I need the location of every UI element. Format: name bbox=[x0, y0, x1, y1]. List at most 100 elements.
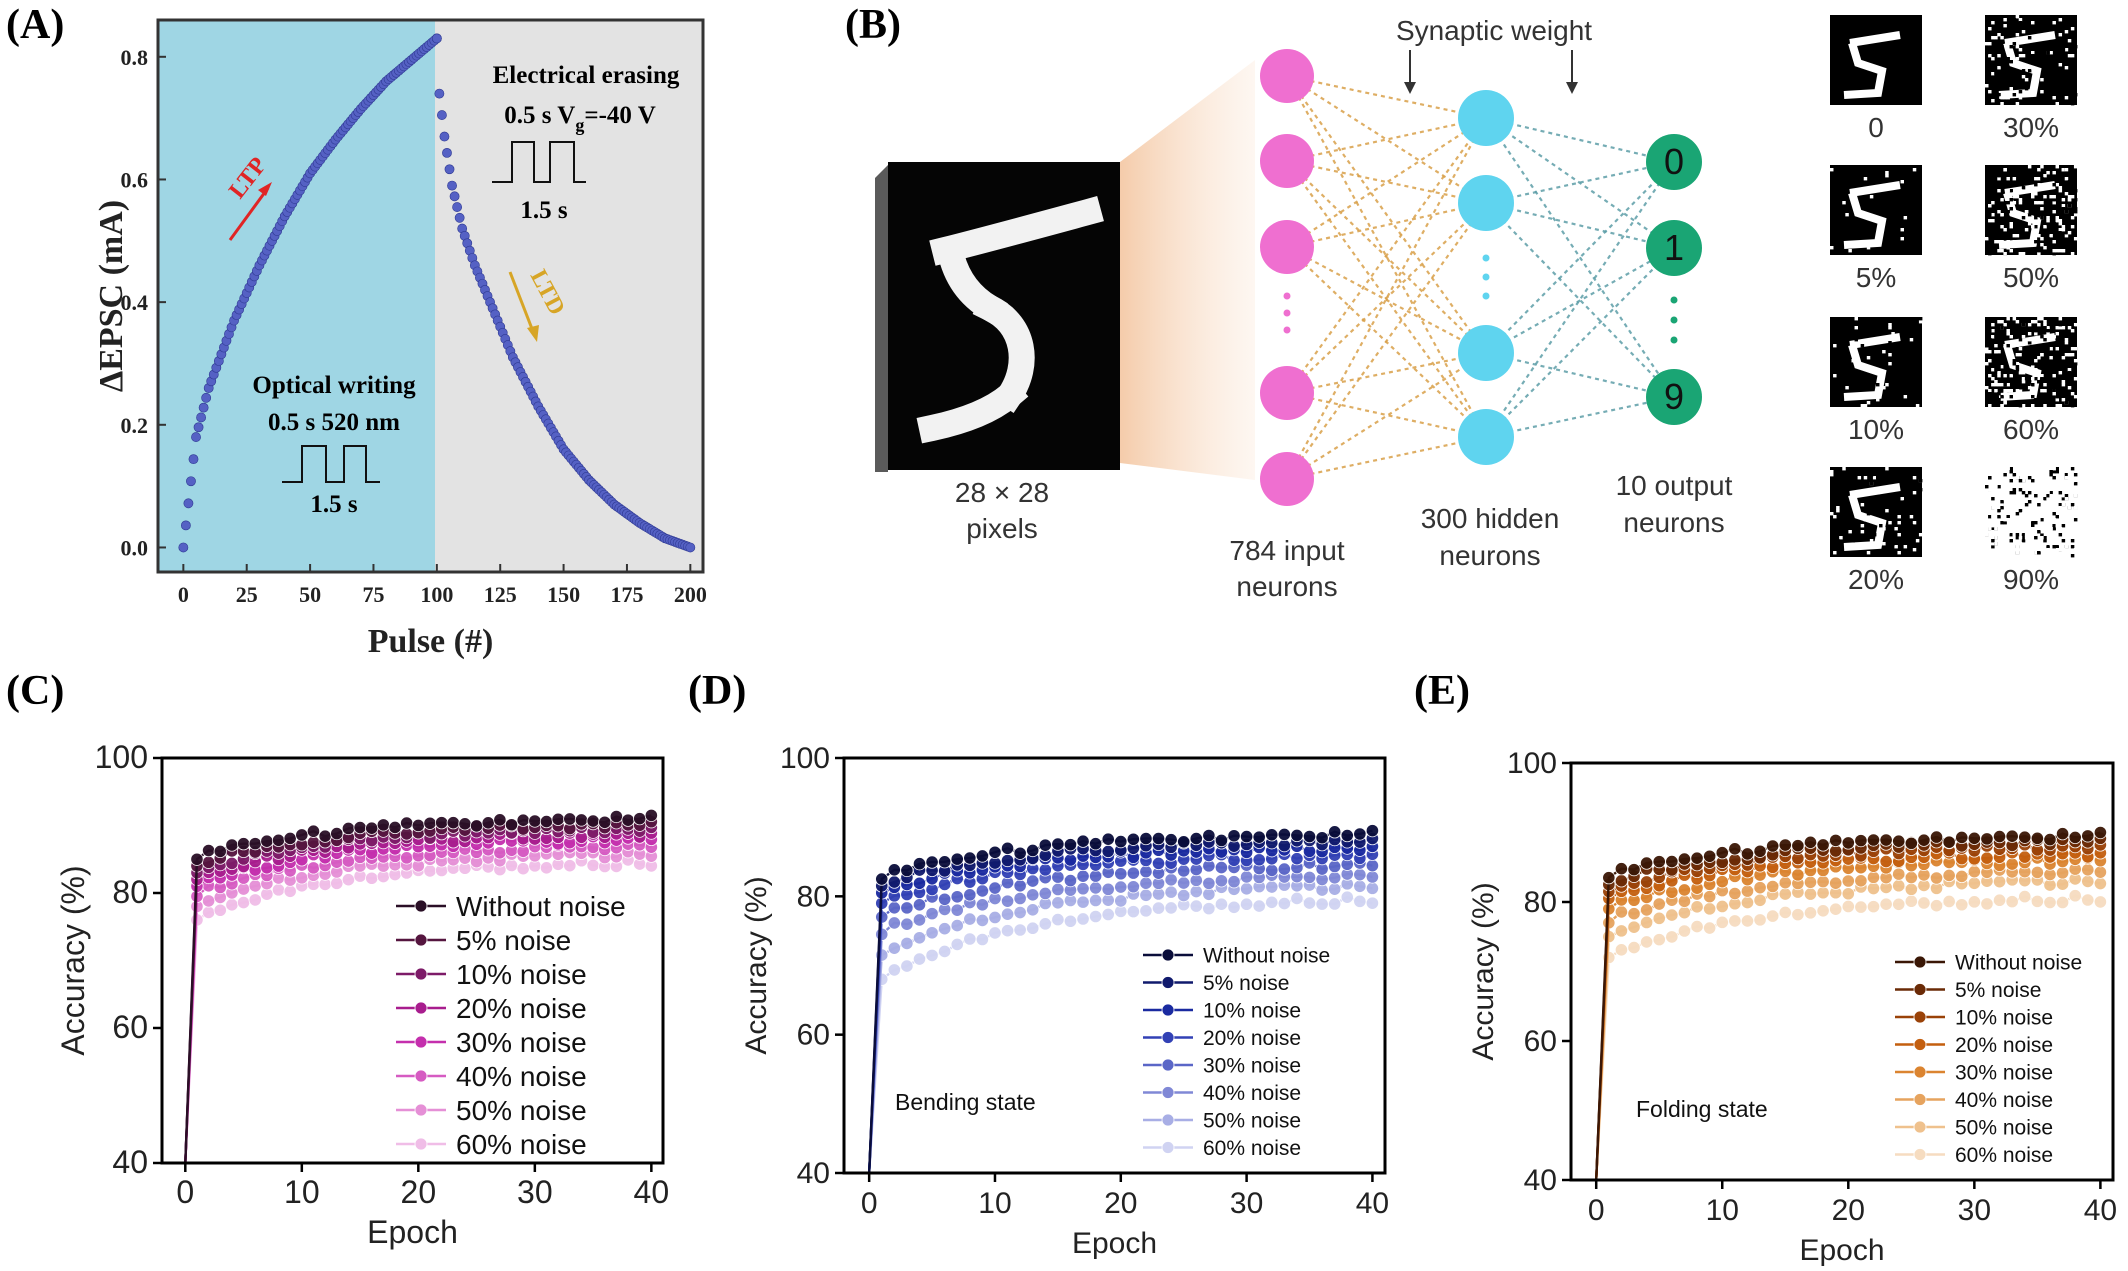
noise-pixel bbox=[1830, 512, 1834, 516]
data-point bbox=[400, 851, 414, 865]
noise-pixel bbox=[1882, 527, 1886, 531]
noise-pixel bbox=[1997, 350, 2001, 354]
noise-pixel bbox=[2040, 527, 2044, 531]
noise-pixel bbox=[2037, 503, 2041, 507]
data-point bbox=[1803, 875, 1818, 889]
data-point bbox=[1038, 838, 1052, 852]
data-point bbox=[925, 907, 939, 921]
noise-pixel bbox=[2073, 210, 2078, 214]
noise-pixel bbox=[2064, 497, 2069, 501]
noise-pixel bbox=[1997, 392, 2001, 396]
data-point bbox=[1980, 832, 1994, 846]
noise-pixel bbox=[2021, 485, 2026, 489]
data-point bbox=[1214, 860, 1229, 875]
data-point bbox=[1114, 880, 1128, 894]
noise-pixel bbox=[2052, 96, 2056, 100]
noise-pixel bbox=[2031, 392, 2035, 396]
noise-pixel bbox=[2058, 228, 2063, 232]
noise-pixel bbox=[2040, 389, 2044, 393]
hidden-output-connection bbox=[1485, 351, 1675, 399]
noise-pixel bbox=[1903, 216, 1908, 220]
noisy-sample: 0 bbox=[1830, 15, 1922, 143]
noise-pixel bbox=[1994, 380, 1998, 384]
noise-pixel bbox=[1912, 491, 1917, 495]
noise-pixel bbox=[2006, 554, 2010, 558]
noise-pixel bbox=[2064, 168, 2069, 172]
noise-pixel bbox=[1985, 548, 1989, 552]
data-point bbox=[1365, 870, 1380, 884]
noise-pixel bbox=[2015, 533, 2020, 537]
noise-pixel bbox=[2073, 518, 2078, 522]
data-point bbox=[887, 916, 901, 930]
noise-pixel bbox=[1997, 488, 2001, 492]
noise-pixel bbox=[2015, 536, 2020, 540]
noise-pixel bbox=[2046, 222, 2050, 226]
noise-pixel bbox=[2021, 491, 2026, 495]
noise-pixel bbox=[2049, 518, 2053, 522]
noise-pixel bbox=[2055, 39, 2059, 43]
noise-pixel bbox=[2024, 476, 2029, 480]
input-neuron bbox=[1260, 366, 1314, 420]
data-point bbox=[341, 854, 356, 868]
data-point bbox=[925, 926, 939, 940]
plot-frame bbox=[1569, 761, 2115, 1182]
data-point bbox=[493, 846, 507, 860]
data-point bbox=[586, 858, 600, 872]
noise-pixel bbox=[2015, 389, 2020, 393]
noise-pixel bbox=[2021, 75, 2026, 79]
legend-marker bbox=[414, 933, 428, 947]
noise-pixel bbox=[2043, 195, 2047, 199]
data-point bbox=[1315, 831, 1329, 845]
input-hidden-connection bbox=[1286, 117, 1487, 248]
y-tick-label: 0.0 bbox=[121, 535, 149, 560]
data-point bbox=[2081, 829, 2095, 843]
noise-pixel bbox=[1988, 252, 1992, 256]
data-point bbox=[1139, 865, 1153, 879]
data-point bbox=[1026, 921, 1040, 935]
sample-digit-stroke bbox=[1843, 191, 1887, 249]
data-point bbox=[186, 476, 196, 487]
legend-label: 50% noise bbox=[1203, 1109, 1301, 1132]
noise-pixel bbox=[2055, 545, 2059, 549]
noise-pixel bbox=[1830, 246, 1834, 250]
legend-marker bbox=[1161, 1058, 1175, 1072]
noise-pixel bbox=[2006, 344, 2010, 348]
legend-label: 40% noise bbox=[1955, 1089, 2053, 1112]
noise-pixel bbox=[2049, 539, 2053, 543]
noise-pixel bbox=[2009, 374, 2013, 378]
data-point bbox=[1703, 902, 1717, 916]
noise-pixel bbox=[2003, 398, 2007, 402]
noise-pixel bbox=[1991, 377, 1995, 381]
data-point bbox=[1076, 834, 1090, 848]
noise-pixel bbox=[2018, 485, 2023, 489]
noise-pixel bbox=[2037, 380, 2041, 384]
noise-pixel bbox=[1997, 356, 2001, 360]
panel-a-letter: (A) bbox=[6, 2, 64, 48]
noise-pixel bbox=[2055, 165, 2059, 169]
noise-pixel bbox=[1997, 485, 2001, 489]
noise-pixel bbox=[1900, 479, 1904, 483]
noise-pixel bbox=[2049, 470, 2053, 474]
data-point bbox=[1652, 933, 1666, 947]
data-point bbox=[376, 818, 390, 832]
noise-pixel bbox=[2015, 78, 2020, 82]
noise-pixel bbox=[2058, 548, 2063, 552]
data-point bbox=[988, 845, 1002, 859]
noise-pixel bbox=[1909, 377, 1914, 381]
noise-pixel bbox=[1988, 183, 1992, 187]
noise-pixel bbox=[2040, 216, 2044, 220]
noise-pixel bbox=[1991, 213, 1995, 217]
noise-pixel bbox=[2018, 189, 2023, 193]
noise-pixel bbox=[2015, 392, 2020, 396]
noise-pixel bbox=[1994, 536, 1998, 540]
y-tick-label: 100 bbox=[780, 742, 830, 775]
noise-pixel bbox=[2034, 225, 2038, 229]
noise-pixel bbox=[1988, 359, 1992, 363]
data-point bbox=[178, 542, 189, 553]
x-tick-label: 0 bbox=[861, 1187, 878, 1220]
data-point bbox=[202, 894, 216, 908]
data-point bbox=[1992, 875, 2007, 889]
noise-pixel bbox=[2031, 377, 2035, 381]
synaptic-weight-arrow-left-head bbox=[1404, 82, 1416, 94]
